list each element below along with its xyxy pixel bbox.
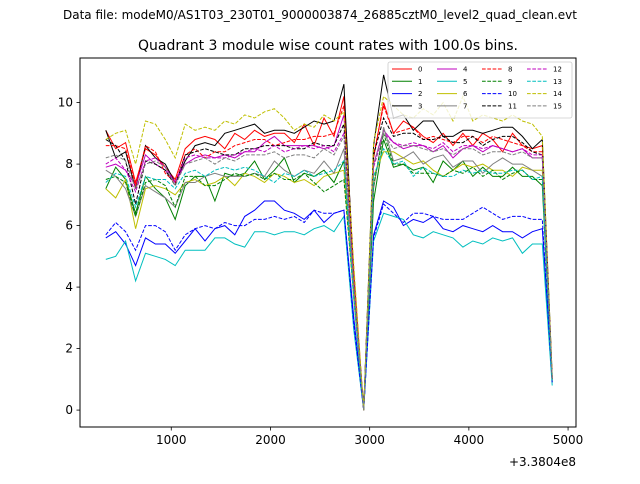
legend-label-14: 14	[553, 90, 562, 98]
y-tick-label: 4	[65, 280, 73, 294]
legend-label-13: 13	[553, 78, 562, 86]
legend-label-5: 5	[463, 78, 467, 86]
legend-label-8: 8	[508, 66, 512, 74]
legend-label-2: 2	[418, 90, 422, 98]
y-axis: 0 2 4 6 8 10	[58, 96, 80, 417]
series-line-5	[105, 212, 553, 411]
x-tick-label: 5000	[553, 433, 584, 447]
y-tick-label: 8	[65, 157, 73, 171]
series-line-8	[105, 103, 553, 411]
legend-label-3: 3	[418, 102, 422, 110]
x-axis: 1000 2000 3000 4000 5000	[156, 427, 583, 447]
series-line-0	[105, 96, 553, 411]
series-line-3	[105, 74, 553, 411]
legend-label-15: 15	[553, 102, 562, 110]
series-line-2	[105, 200, 553, 411]
chart-title: Quadrant 3 module wise count rates with …	[138, 38, 518, 54]
y-tick-label: 6	[65, 219, 73, 233]
series-line-12	[105, 131, 553, 411]
legend-label-9: 9	[508, 78, 512, 86]
series-layer	[105, 74, 553, 411]
y-tick-label: 2	[65, 342, 73, 356]
series-line-10	[105, 203, 553, 411]
legend-label-7: 7	[463, 102, 467, 110]
legend-box	[387, 61, 573, 119]
series-line-4	[105, 114, 553, 411]
legend-label-1: 1	[418, 78, 422, 86]
series-line-6	[105, 151, 553, 411]
series-line-9	[105, 133, 553, 411]
legend-label-11: 11	[508, 102, 517, 110]
series-line-15	[105, 132, 553, 411]
x-tick-label: 3000	[354, 433, 385, 447]
legend-label-0: 0	[418, 66, 422, 74]
x-tick-label: 1000	[156, 433, 187, 447]
plot-frame	[79, 57, 577, 428]
legend-label-4: 4	[463, 66, 468, 74]
x-tick-label: 2000	[255, 433, 286, 447]
series-line-11	[105, 116, 553, 411]
series-line-14	[105, 95, 553, 411]
legend-label-6: 6	[463, 90, 468, 98]
series-line-7	[105, 127, 553, 411]
legend-label-10: 10	[508, 90, 517, 98]
x-offset-label: +3.3804e8	[509, 455, 576, 469]
figure-suptitle: Data file: modeM0/AS1T03_230T01_90000038…	[63, 8, 577, 22]
legend-label-12: 12	[553, 66, 562, 74]
y-tick-label: 10	[58, 96, 73, 110]
x-tick-label: 4000	[454, 433, 485, 447]
y-tick-label: 0	[65, 403, 73, 417]
series-line-13	[105, 147, 553, 411]
